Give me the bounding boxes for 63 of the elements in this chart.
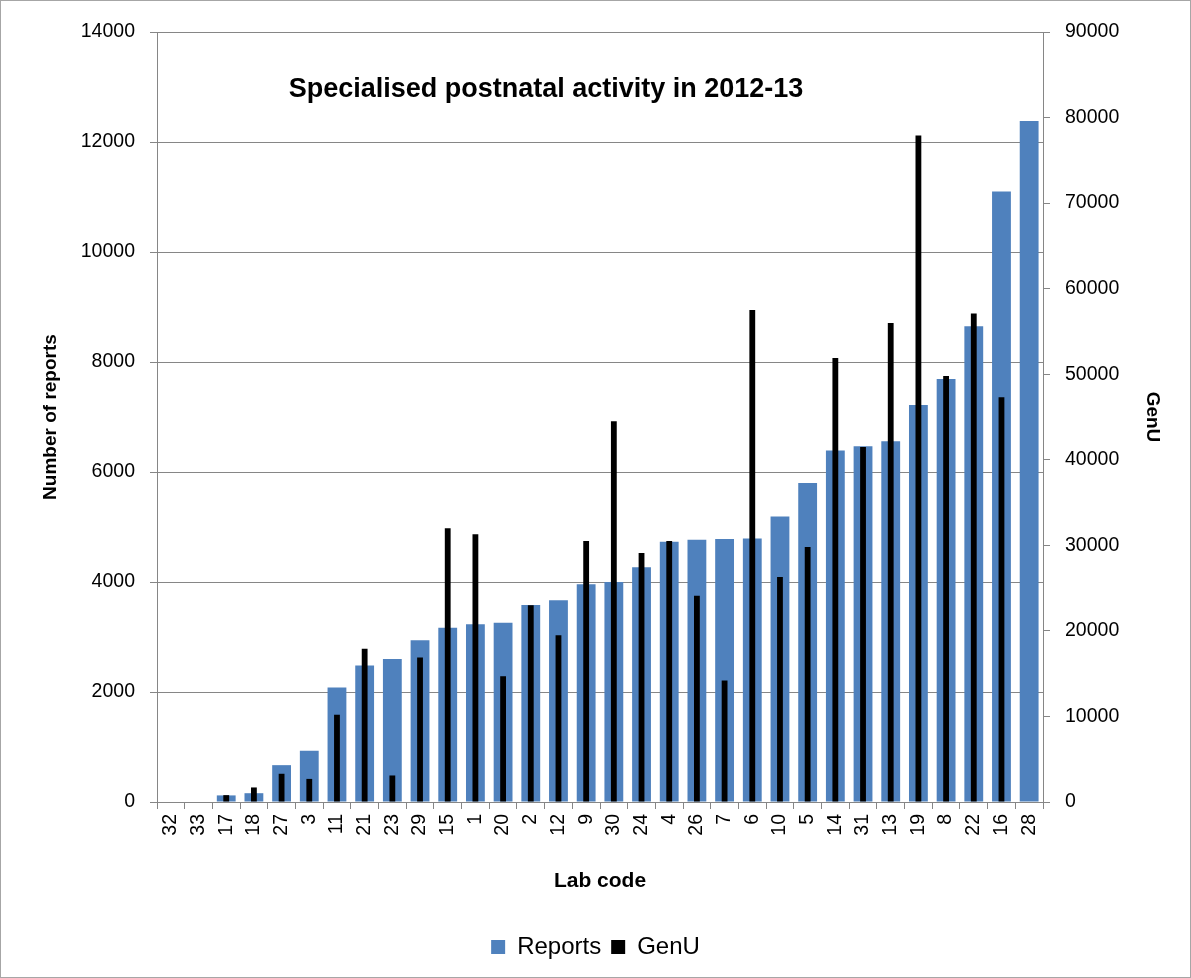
y2-tick-label: 20000 — [1065, 618, 1120, 641]
y-tick-label: 10000 — [80, 239, 136, 262]
y2-tick-label: 10000 — [1065, 703, 1120, 726]
bar — [334, 714, 340, 802]
x-tick-label: 27 — [268, 814, 291, 836]
bar — [306, 778, 313, 802]
legend-label: Reports — [517, 931, 602, 959]
x-tick-label: 11 — [324, 814, 347, 835]
x-tick-label: 20 — [490, 813, 513, 836]
y2-axis-title: GenU — [1143, 391, 1165, 443]
x-tick-label: 32 — [158, 814, 181, 836]
y2-tick-label: 30000 — [1065, 532, 1120, 555]
x-tick-label: 30 — [601, 813, 624, 836]
x-tick-label: 21 — [352, 814, 375, 836]
x-tick-label: 33 — [185, 814, 208, 836]
legend-label: GenU — [637, 931, 700, 959]
x-tick-label: 16 — [988, 814, 1011, 836]
y-tick-label: 4000 — [91, 569, 136, 592]
x-tick-label: 9 — [573, 814, 596, 825]
y2-tick-label: 80000 — [1065, 104, 1120, 127]
x-tick-label: 1 — [462, 814, 485, 825]
x-tick-label: 5 — [795, 813, 818, 825]
x-tick-label: 29 — [407, 814, 430, 836]
y2-tick-label: 60000 — [1065, 276, 1120, 299]
y-tick-label: 12000 — [80, 129, 136, 152]
y2-tick-label: 40000 — [1065, 447, 1120, 470]
x-tick-label: 2 — [518, 814, 541, 825]
y-tick-label: 6000 — [91, 459, 136, 482]
x-tick-label: 22 — [961, 814, 984, 836]
bar — [382, 659, 402, 802]
x-tick-label: 17 — [213, 814, 236, 836]
x-tick-label: 24 — [628, 813, 651, 836]
x-tick-label: 15 — [435, 813, 458, 836]
x-tick-label: 28 — [1016, 814, 1039, 836]
y-tick-label: 0 — [124, 789, 136, 812]
y-tick-label: 14000 — [80, 19, 136, 42]
y-tick-label: 8000 — [91, 349, 136, 372]
bar — [389, 775, 396, 802]
y-tick-label: 2000 — [91, 679, 136, 702]
y-axis-title: Number of reports — [38, 334, 60, 500]
bar — [1019, 121, 1039, 802]
x-tick-label: 26 — [684, 814, 707, 836]
bar — [500, 676, 506, 802]
x-tick-label: 18 — [241, 814, 264, 836]
x-tick-label: 19 — [905, 814, 928, 836]
x-tick-label: 13 — [878, 814, 901, 836]
x-tick-label: 7 — [711, 814, 734, 825]
x-tick-label: 8 — [933, 814, 956, 825]
y2-tick-label: 0 — [1065, 789, 1076, 812]
x-tick-label: 12 — [545, 814, 568, 836]
x-tick-label: 14 — [822, 813, 845, 836]
text: Specialised postnatal activity in 2012-13 — [287, 72, 805, 104]
x-tick-label: 23 — [379, 814, 402, 836]
x-axis-title: Lab code — [553, 868, 647, 892]
x-tick-label: 10 — [767, 813, 790, 836]
y2-tick-label: 70000 — [1065, 190, 1120, 213]
x-tick-label: 6 — [739, 814, 762, 825]
y2-tick-label: 90000 — [1065, 19, 1120, 42]
x-tick-label: 3 — [296, 814, 319, 825]
x-tick-label: 4 — [656, 813, 679, 825]
x-tick-label: 31 — [850, 814, 873, 836]
bar — [721, 680, 728, 802]
y2-tick-label: 50000 — [1065, 361, 1120, 384]
